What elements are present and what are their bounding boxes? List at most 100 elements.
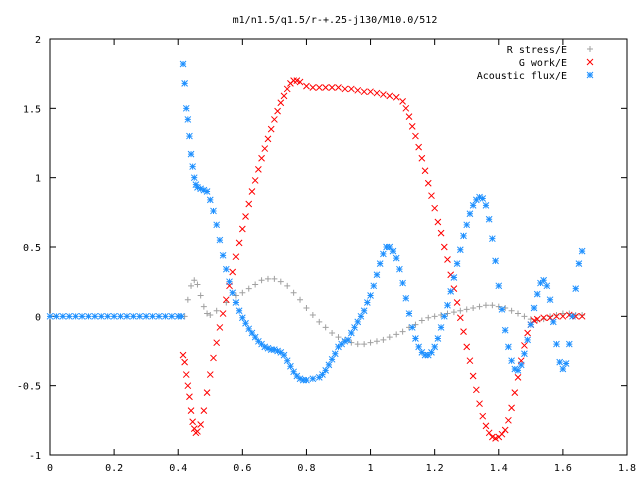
data-point <box>578 247 586 255</box>
data-point <box>222 265 230 273</box>
y-tick-label: -1 <box>29 451 41 462</box>
data-point <box>187 150 195 158</box>
data-point <box>472 386 480 394</box>
legend: R stress/E G work/E Acoustic flux/E <box>477 45 594 82</box>
data-point <box>533 315 541 323</box>
x-tick-label: 1.6 <box>554 463 572 474</box>
data-point <box>495 282 503 290</box>
y-tick-label: 1 <box>35 174 41 185</box>
data-point <box>322 324 329 331</box>
data-point <box>524 329 531 337</box>
data-point <box>360 88 368 96</box>
data-point <box>235 239 243 247</box>
data-point <box>534 317 541 324</box>
data-point <box>204 310 211 317</box>
data-point <box>421 351 429 359</box>
data-point <box>197 292 204 299</box>
data-point <box>392 93 400 101</box>
data-point <box>508 307 515 314</box>
data-point <box>376 260 384 267</box>
data-point <box>367 339 374 346</box>
data-point <box>104 312 112 320</box>
data-point <box>386 243 394 251</box>
data-point <box>418 317 425 324</box>
data-point <box>200 407 208 414</box>
data-point <box>213 339 221 347</box>
data-point <box>210 207 217 215</box>
data-point <box>367 88 374 96</box>
data-point <box>543 282 551 290</box>
data-point <box>437 324 445 331</box>
data-point <box>440 312 448 320</box>
data-point <box>319 371 326 378</box>
data-point <box>428 192 435 200</box>
data-point <box>59 312 67 320</box>
data-point <box>235 307 243 315</box>
data-point <box>251 177 259 184</box>
data-point <box>547 313 554 320</box>
data-point <box>431 313 438 320</box>
data-point <box>242 319 249 327</box>
data-series <box>46 60 586 442</box>
data-point <box>271 116 278 123</box>
data-point <box>431 204 439 212</box>
data-point <box>412 132 419 140</box>
data-point <box>505 343 512 351</box>
data-point <box>264 135 272 143</box>
data-point <box>530 304 538 312</box>
data-point <box>553 311 560 318</box>
data-point <box>223 299 230 306</box>
data-point <box>511 365 519 373</box>
data-point <box>189 163 197 170</box>
data-point <box>418 154 426 162</box>
data-point <box>485 215 493 223</box>
data-point <box>457 307 464 314</box>
data-point <box>267 125 275 133</box>
data-point <box>357 312 365 320</box>
data-point <box>540 316 547 323</box>
data-point <box>450 274 458 281</box>
data-point <box>274 107 281 115</box>
data-point <box>360 307 368 315</box>
x-tick-label: 0 <box>47 463 53 474</box>
data-point <box>179 60 187 68</box>
data-point <box>556 358 564 366</box>
data-point <box>328 355 336 363</box>
plot-frame <box>49 38 628 456</box>
data-point <box>396 265 403 273</box>
x-tick-label: 0.4 <box>169 463 187 474</box>
data-point <box>149 312 156 320</box>
data-point <box>508 357 515 365</box>
data-point <box>216 236 224 244</box>
data-point <box>501 426 509 434</box>
data-point <box>482 202 490 209</box>
data-point <box>277 99 285 107</box>
data-point <box>97 312 105 320</box>
data-point <box>264 275 271 282</box>
data-point <box>341 337 349 345</box>
data-point <box>200 186 208 194</box>
data-point <box>393 331 400 338</box>
data-point <box>434 335 442 342</box>
data-point <box>200 303 207 310</box>
data-point <box>309 311 316 318</box>
data-point <box>168 312 176 320</box>
data-point <box>232 253 240 261</box>
y-tick-label: 2 <box>35 35 41 46</box>
data-point <box>527 321 535 329</box>
data-point <box>162 312 169 320</box>
data-point <box>553 340 560 348</box>
data-point <box>242 213 249 220</box>
legend-marker <box>587 46 593 52</box>
data-point <box>498 430 506 438</box>
data-point <box>65 312 73 320</box>
y-tick-label: -0.5 <box>17 382 41 393</box>
y-tick-label: 0.5 <box>23 243 41 254</box>
data-point <box>456 246 464 254</box>
x-tick-label: 0.6 <box>233 463 251 474</box>
data-point <box>329 329 336 336</box>
data-point <box>206 196 214 204</box>
data-point <box>271 346 278 353</box>
data-point <box>186 393 193 401</box>
data-point <box>517 361 525 369</box>
